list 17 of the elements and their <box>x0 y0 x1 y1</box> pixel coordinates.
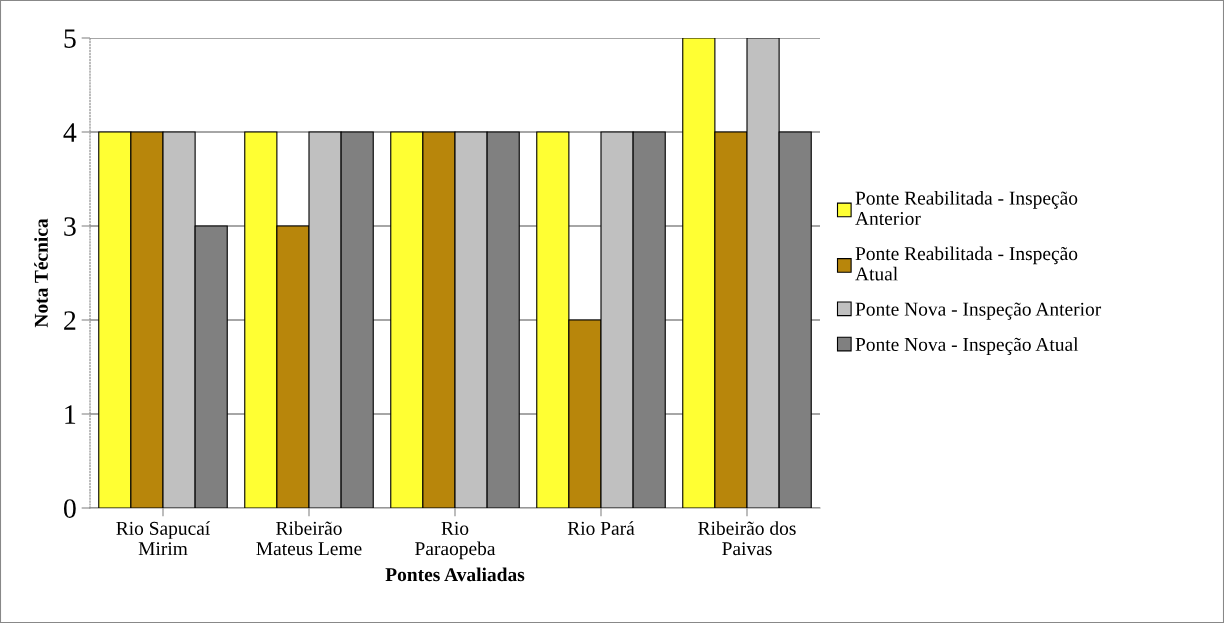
y-tick-label: 4 <box>63 123 77 142</box>
y-tick-label: 5 <box>64 29 76 48</box>
y-axis-title: Nota Técnica <box>34 218 48 328</box>
x-tick-label: Ribeirão dos Paivas <box>698 521 796 556</box>
y-tick-label: 0 <box>63 499 76 518</box>
x-tick-label: Rio Sapucaí Mirim <box>116 521 211 556</box>
y-tick-label: 2 <box>64 311 76 330</box>
legend-label: Ponte Reabilitada - Inspeção Anterior <box>855 191 1078 226</box>
legend-label: Ponte Nova - Inspeção Anterior <box>855 302 1102 320</box>
x-tick-label: Rio Pará <box>567 521 635 535</box>
legend-label: Ponte Nova - Inspeção Atual <box>855 337 1079 355</box>
x-tick-label: Ribeirão Mateus Leme <box>256 521 362 556</box>
y-tick-label: 3 <box>64 217 76 236</box>
y-tick-label: 1 <box>65 405 76 424</box>
legend-label: Ponte Reabilitada - Inspeção Atual <box>855 246 1078 281</box>
x-tick-label: Rio Paraopeba <box>415 521 496 560</box>
x-axis-title: Pontes Avaliadas <box>385 567 525 582</box>
